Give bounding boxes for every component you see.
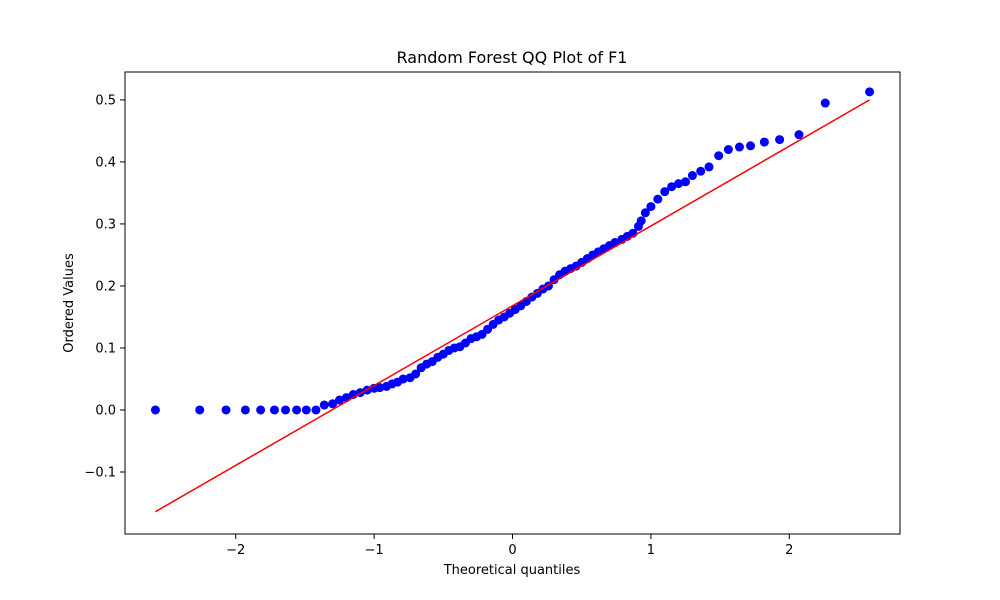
y-tick-label: 0.0 <box>95 403 116 418</box>
y-axis-title: Ordered Values <box>62 253 77 353</box>
x-tick-label: −2 <box>226 543 245 558</box>
data-point <box>865 87 875 97</box>
data-point <box>723 145 733 155</box>
data-point <box>335 395 345 405</box>
data-point <box>256 405 266 415</box>
data-point <box>680 177 690 187</box>
x-tick-label: 1 <box>647 543 655 558</box>
fit-line <box>155 99 870 513</box>
y-tick-label: 0.5 <box>95 93 116 108</box>
x-tick-label: 0 <box>508 543 516 558</box>
data-point <box>398 374 408 384</box>
data-point <box>221 405 231 415</box>
data-point <box>311 405 321 415</box>
data-point <box>319 400 329 410</box>
x-axis-title: Theoretical quantiles <box>443 563 581 578</box>
data-point <box>195 405 205 415</box>
data-point <box>150 405 160 415</box>
y-tick-label: 0.3 <box>95 217 116 232</box>
data-point <box>775 135 785 145</box>
data-point <box>375 383 385 393</box>
data-point <box>640 208 650 218</box>
data-point <box>292 405 302 415</box>
y-tick-label: −0.1 <box>84 465 116 480</box>
data-point <box>696 166 706 176</box>
data-point <box>667 182 677 192</box>
data-point <box>636 216 646 226</box>
data-point <box>687 171 697 181</box>
data-point <box>240 405 250 415</box>
data-point <box>301 405 311 415</box>
data-point <box>269 405 279 415</box>
data-point <box>734 142 744 152</box>
y-tick-label: 0.1 <box>95 341 116 356</box>
data-point <box>646 202 656 212</box>
chart-title: Random Forest QQ Plot of F1 <box>397 48 628 67</box>
data-point <box>794 130 804 140</box>
data-point <box>759 137 769 147</box>
y-tick-label: 0.4 <box>95 155 116 170</box>
data-point <box>820 98 830 108</box>
data-point <box>660 187 670 197</box>
x-tick-label: −1 <box>365 543 384 558</box>
data-point <box>281 405 291 415</box>
data-point <box>704 162 714 172</box>
data-point <box>411 369 421 379</box>
data-point <box>674 179 684 189</box>
data-point <box>746 141 756 151</box>
plot-area <box>150 87 875 513</box>
y-tick-label: 0.2 <box>95 279 116 294</box>
x-tick-label: 2 <box>785 543 793 558</box>
data-point <box>328 399 338 409</box>
data-point <box>653 194 663 204</box>
data-point <box>714 151 724 161</box>
